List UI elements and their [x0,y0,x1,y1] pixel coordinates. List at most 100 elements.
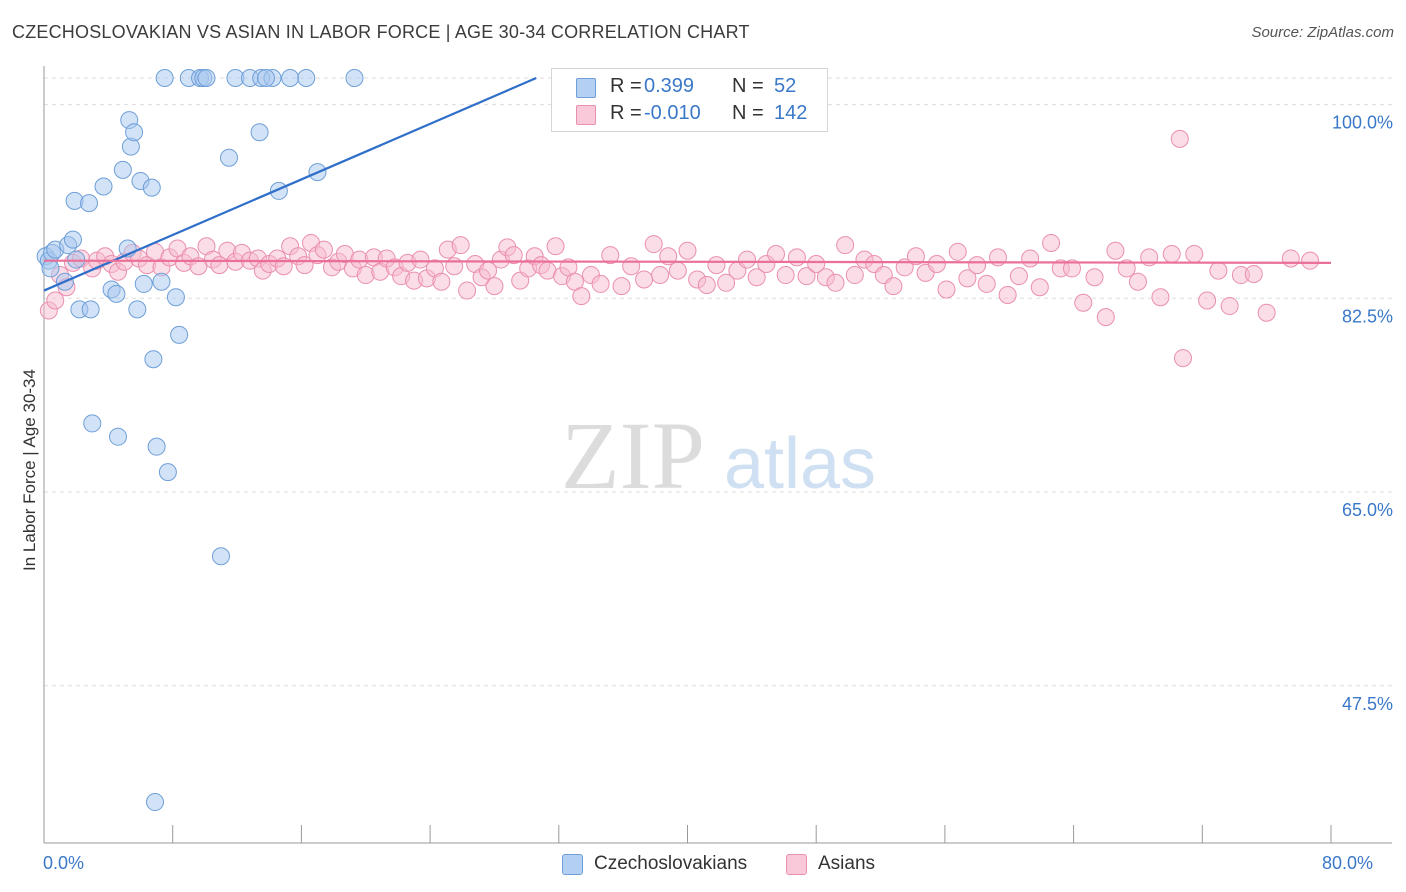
czechoslovakian-point [345,69,364,87]
asian-point [485,277,504,296]
asian-point [432,272,451,291]
asian-point [1170,129,1189,148]
czechoslovakian-point [81,300,100,319]
asian-point [807,254,826,273]
asian-point [601,246,620,265]
czechoslovakian-point [166,288,185,307]
legend-n-value: 52 [774,75,797,97]
czechoslovakian-point [83,414,102,433]
czechoslovakian-point [297,69,316,87]
asian-point [1162,245,1181,264]
asian-point [826,273,845,292]
asian-point [797,267,816,286]
czechoslovakian-point [197,69,216,87]
y-tick-labels: 47.5% 65.0% 82.5% 100.0% [1332,113,1393,714]
czechoslovakian-point [142,178,161,197]
asian-point [651,266,670,285]
asian-point [948,242,967,261]
scatter-points [36,69,1320,812]
legend-swatch-blue [562,854,583,875]
legend-r-label: R = [610,75,642,97]
asian-point [1244,264,1263,283]
asian-point [776,266,795,285]
asian-point [546,237,565,256]
asian-point [977,274,996,293]
asian-point [1220,297,1239,316]
asian-point [1128,272,1147,291]
chart-title: CZECHOSLOVAKIAN VS ASIAN IN LABOR FORCE … [12,22,750,42]
asian-point [678,241,697,260]
source-label: Source: ZipAtlas.com [1251,24,1394,41]
asian-point [787,248,806,267]
czechoslovakian-point [170,325,189,344]
legend-label-czechoslovakians: Czechoslovakians [594,853,748,874]
trend-lines [43,76,1332,292]
asian-point [998,285,1017,304]
legend-row-czechoslovakians: R = 0.399 N = 52 [552,73,827,101]
asian-point [958,269,977,288]
asian-point [668,261,687,280]
asian-point [1281,249,1300,268]
czechoslovakian-point [109,427,128,446]
czechoslovakian-point [158,463,177,482]
legend-r-value: -0.010 [644,102,701,124]
asian-point [411,250,430,269]
asian-point [937,280,956,299]
czechoslovakian-point [257,69,276,87]
legend-r-label: R = [610,102,642,124]
asian-point [612,277,631,296]
y-tick-label: 47.5% [1342,694,1393,714]
asian-point [1198,291,1217,310]
asian-point [622,257,641,276]
y-tick-label: 82.5% [1342,306,1393,326]
asian-point [697,276,716,295]
asian-point [836,236,855,255]
axes [43,66,1392,844]
czechoslovakian-point [211,547,230,566]
series-legend: Czechoslovakians Asians [0,852,1406,876]
watermark-atlas: atlas [724,424,876,504]
asian-point [504,246,523,265]
asian-point [884,277,903,296]
asian-point [1257,303,1276,322]
asian-point [1074,293,1093,312]
asian-point [738,250,757,269]
czechoslovakian-point [125,123,144,142]
asian-point [1209,261,1228,280]
asian-point [1185,245,1204,264]
asian-point [644,235,663,254]
legend-label-asians: Asians [818,853,876,874]
watermark: ZIP atlas [561,402,876,509]
czechoslovakian-point [220,148,239,167]
asian-point [451,236,470,255]
czechoslovakian-point [67,250,86,269]
asian-point [766,245,785,264]
asian-point [845,266,864,285]
asian-point [1151,288,1170,307]
asian-point [906,247,925,266]
legend-swatch-blue [576,78,596,98]
asian-point [1106,241,1125,260]
watermark-zip: ZIP [561,402,705,509]
czechoslovakian-point [155,69,174,87]
asian-point [46,291,65,310]
asian-point [458,281,477,300]
asian-point [1030,278,1049,297]
asian-point [717,273,736,292]
czechoslovakian-point [144,350,163,369]
czechoslovakian-point [152,272,171,291]
asian-point [1021,249,1040,268]
asian-point [1117,259,1136,278]
asian-point [1173,349,1192,368]
asian-point [445,257,464,276]
czechoslovakian-point [113,160,132,179]
asian-point [707,256,726,275]
asian-point [572,287,591,306]
czechoslovakian-point [41,259,60,278]
asian-point [591,274,610,293]
czechoslovakian-point [250,123,269,142]
y-tick-label: 65.0% [1342,500,1393,520]
legend-r-value: 0.399 [644,75,695,97]
asian-trend-line [43,259,1332,264]
